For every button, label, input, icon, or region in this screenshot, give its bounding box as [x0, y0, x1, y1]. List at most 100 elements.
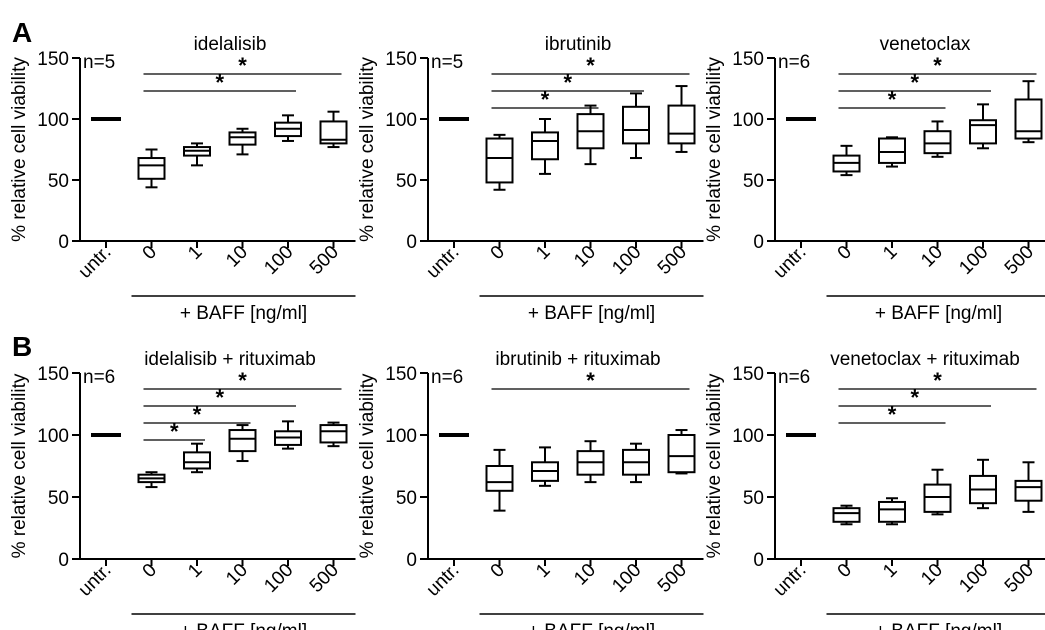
y-tick-label: 150 — [37, 364, 69, 385]
y-tick-label: 100 — [385, 426, 417, 447]
x-tick-label: 10 — [917, 242, 947, 272]
box-10 — [576, 440, 605, 484]
y-axis-label: % relative cell viability — [704, 57, 725, 242]
y-tick-label: 0 — [406, 550, 417, 571]
n-label: n=5 — [83, 52, 115, 73]
x-group-label: + BAFF [ng/ml] — [180, 621, 307, 630]
x-tick-label: 500 — [306, 560, 343, 597]
box-0 — [137, 471, 166, 489]
y-tick-label: 150 — [385, 49, 417, 70]
y-tick-label: 100 — [732, 110, 764, 131]
y-tick-label: 0 — [406, 232, 417, 253]
y-tick-label: 50 — [396, 488, 417, 509]
x-group-label: + BAFF [ng/ml] — [875, 621, 1002, 630]
box-100 — [622, 442, 650, 484]
n-label: n=6 — [83, 367, 115, 388]
y-tick-label: 0 — [753, 550, 764, 571]
x-tick-label: untr. — [75, 560, 116, 601]
panel-label: A — [12, 17, 32, 48]
significance-star: * — [170, 419, 179, 444]
box-iqr — [622, 105, 650, 145]
box-100 — [274, 420, 302, 450]
x-tick-label: untr. — [75, 242, 116, 283]
x-tick-label: 1 — [532, 560, 554, 582]
significance-star: * — [215, 385, 224, 410]
box-iqr — [319, 120, 348, 145]
x-tick-label: 100 — [608, 242, 645, 279]
box-10 — [228, 424, 257, 463]
x-tick-label: untr. — [770, 242, 811, 283]
box-iqr — [878, 500, 906, 523]
y-tick-label: 0 — [58, 550, 69, 571]
x-tick-label: untr. — [423, 242, 464, 283]
y-axis-label: % relative cell viability — [9, 373, 30, 558]
x-tick-label: 10 — [222, 242, 252, 272]
y-tick-label: 50 — [48, 171, 69, 192]
significance-star: * — [933, 53, 942, 78]
significance-star: * — [541, 87, 550, 112]
box-iqr — [137, 157, 166, 180]
box-iqr — [923, 483, 952, 513]
box-500 — [319, 110, 348, 149]
box-500 — [1014, 461, 1043, 513]
box-1 — [531, 118, 559, 175]
y-axis-label: % relative cell viability — [9, 57, 30, 242]
box-iqr — [832, 507, 861, 523]
chart-a-2: 0 50 100 150 % relative cell viability untr. 0… — [357, 34, 704, 324]
x-tick-label: 100 — [608, 560, 645, 597]
x-tick-label: 0 — [834, 560, 856, 582]
x-tick-label: 1 — [184, 560, 206, 582]
box-10 — [923, 468, 952, 516]
x-tick-label: untr. — [770, 560, 811, 601]
box-500 — [667, 429, 696, 475]
box-500 — [319, 421, 348, 448]
box-iqr — [228, 429, 257, 453]
x-group-label: + BAFF [ng/ml] — [528, 621, 655, 630]
box-10 — [923, 120, 952, 158]
box-1 — [878, 497, 906, 526]
box-500 — [1014, 80, 1043, 144]
y-tick-label: 50 — [743, 171, 764, 192]
x-group-label: + BAFF [ng/ml] — [180, 303, 307, 324]
x-tick-label: 10 — [570, 242, 600, 272]
box-iqr — [923, 130, 952, 155]
x-tick-label: 1 — [879, 560, 901, 582]
box-100 — [622, 92, 650, 160]
significance-star: * — [910, 70, 919, 95]
x-tick-label: 0 — [487, 242, 509, 264]
x-tick-label: 100 — [260, 560, 297, 597]
box-iqr — [878, 137, 906, 164]
chart-title: venetoclax — [880, 34, 971, 55]
box-10 — [576, 104, 605, 166]
box-0 — [832, 144, 861, 177]
box-10 — [228, 127, 257, 156]
significance-star: * — [888, 87, 897, 112]
chart-title: idelalisib — [194, 34, 267, 55]
n-label: n=6 — [431, 367, 463, 388]
y-tick-label: 150 — [732, 49, 764, 70]
box-iqr — [667, 104, 696, 145]
chart-b-3: 0 50 100 150 % relative cell viability untr. 0… — [704, 349, 1045, 630]
x-tick-label: 500 — [1001, 560, 1038, 597]
x-tick-label: 100 — [955, 242, 992, 279]
x-tick-label: 0 — [139, 560, 161, 582]
x-tick-label: 500 — [654, 560, 691, 597]
y-tick-label: 100 — [37, 426, 69, 447]
y-axis-label: % relative cell viability — [704, 373, 725, 558]
y-tick-label: 0 — [58, 232, 69, 253]
y-tick-label: 100 — [385, 110, 417, 131]
significance-star: * — [888, 402, 897, 427]
box-100 — [274, 114, 302, 142]
x-group-label: + BAFF [ng/ml] — [875, 303, 1002, 324]
box-100 — [969, 458, 997, 510]
y-tick-label: 150 — [385, 364, 417, 385]
significance-star: * — [910, 385, 919, 410]
box-0 — [832, 504, 861, 526]
x-tick-label: 0 — [139, 242, 161, 264]
y-axis-label: % relative cell viability — [357, 373, 378, 558]
y-tick-label: 50 — [743, 488, 764, 509]
box-iqr — [667, 434, 696, 474]
